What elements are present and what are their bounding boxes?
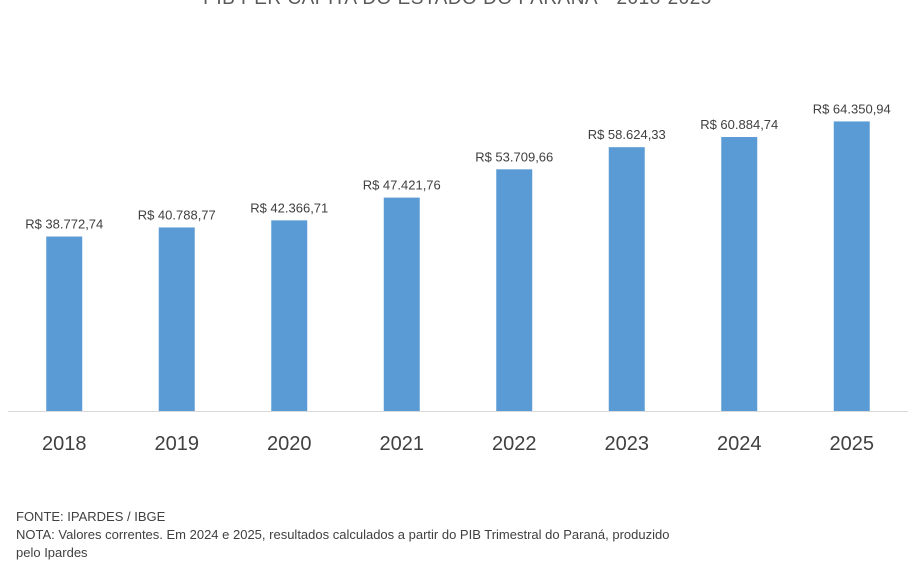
note-line-1: NOTA: Valores correntes. Em 2024 e 2025,… bbox=[16, 527, 670, 542]
bar-2020 bbox=[271, 220, 308, 411]
x-tick-2021: 2021 bbox=[380, 433, 425, 455]
note-line-2: pelo Ipardes bbox=[16, 545, 88, 560]
data-label-2019: R$ 40.788,77 bbox=[138, 207, 216, 222]
x-tick-2019: 2019 bbox=[155, 433, 200, 455]
x-tick-2024: 2024 bbox=[717, 433, 762, 455]
data-label-2025: R$ 64.350,94 bbox=[813, 101, 891, 116]
data-label-2024: R$ 60.884,74 bbox=[700, 117, 778, 132]
bar-2021 bbox=[383, 197, 420, 411]
bar-chart: R$ 38.772,74 2018 R$ 40.788,77 2019 R$ 42.36… bbox=[8, 101, 908, 455]
data-label-2018: R$ 38.772,74 bbox=[25, 217, 103, 232]
x-tick-2023: 2023 bbox=[605, 433, 650, 455]
data-label-2020: R$ 42.366,71 bbox=[250, 200, 328, 215]
x-tick-2022: 2022 bbox=[492, 433, 537, 455]
chart-title: PIB PER CAPITA DO ESTADO DO PARANÁ - 201… bbox=[0, 0, 915, 10]
chart-footer: FONTE: IPARDES / IBGE NOTA: Valores corr… bbox=[16, 508, 896, 562]
bar-2018 bbox=[46, 236, 83, 411]
bar-2022 bbox=[496, 169, 533, 411]
x-tick-2018: 2018 bbox=[42, 433, 87, 455]
x-tick-2025: 2025 bbox=[830, 433, 875, 455]
data-label-2022: R$ 53.709,66 bbox=[475, 149, 553, 164]
bar-2024 bbox=[721, 137, 758, 411]
bar-2023 bbox=[608, 147, 645, 411]
bar-2019 bbox=[158, 227, 195, 411]
data-label-2023: R$ 58.624,33 bbox=[588, 127, 666, 142]
x-tick-2020: 2020 bbox=[267, 433, 312, 455]
data-label-2021: R$ 47.421,76 bbox=[363, 178, 441, 193]
source-note: FONTE: IPARDES / IBGE bbox=[16, 509, 166, 524]
bar-2025 bbox=[833, 121, 870, 411]
